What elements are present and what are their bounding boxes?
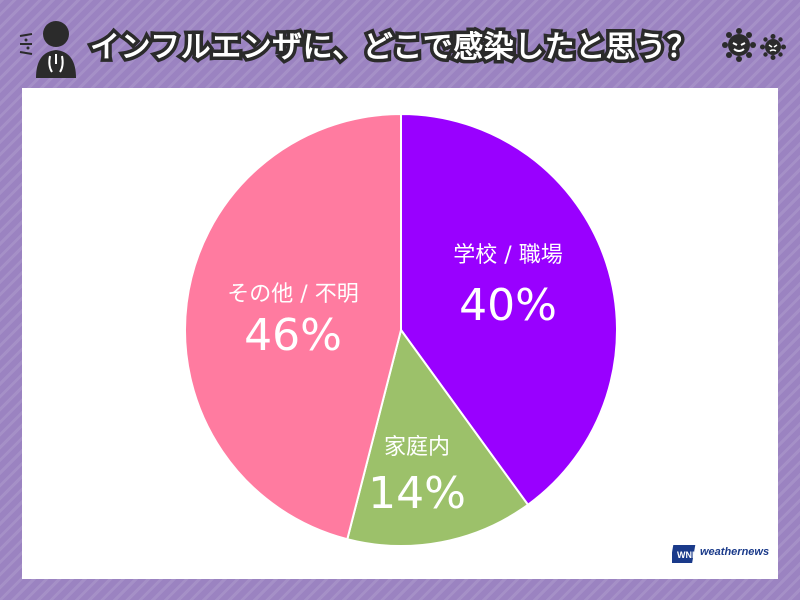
header: インフルエンザに、どこで感染したと思う？ <box>0 0 800 86</box>
svg-text:WNI: WNI <box>677 550 695 560</box>
wni-logo-icon: WNI <box>670 545 696 563</box>
slice-value-label: 14% <box>368 468 466 519</box>
page-title: インフルエンザに、どこで感染したと思う？ <box>86 27 700 69</box>
sneezing-person-icon <box>19 21 76 78</box>
logo-text: weathernews <box>700 546 770 558</box>
slice-label: 学校 / 職場 <box>453 243 562 268</box>
slice-value-label: 46% <box>244 310 342 361</box>
virus-icon <box>722 28 756 62</box>
pie-slice <box>400 112 618 507</box>
pie-chart: 学校 / 職場 40% 家庭内 14% その他 / 不明 46% <box>184 112 618 547</box>
weathernews-logo: WNI weathernews <box>670 541 782 567</box>
pie-slice <box>184 112 402 541</box>
slice-label: 家庭内 <box>384 435 450 460</box>
pie-slice <box>346 327 530 547</box>
chart-panel: 学校 / 職場 40% 家庭内 14% その他 / 不明 46% WNI weathern… <box>22 88 778 579</box>
virus-icon <box>760 34 786 60</box>
slice-value-label: 40% <box>459 280 557 331</box>
slice-label: その他 / 不明 <box>227 282 358 307</box>
